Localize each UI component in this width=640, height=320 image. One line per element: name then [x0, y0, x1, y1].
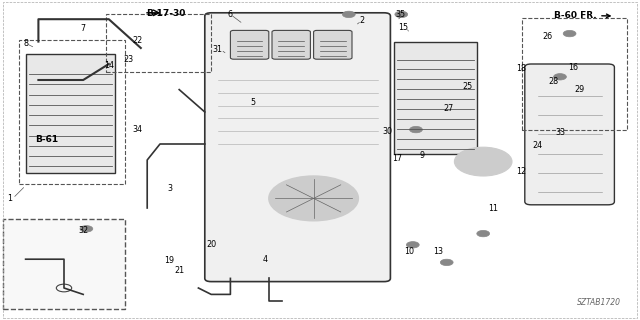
FancyBboxPatch shape [230, 30, 269, 59]
FancyBboxPatch shape [314, 30, 352, 59]
Bar [26, 54, 115, 173]
Text: 24: 24 [532, 141, 543, 150]
FancyBboxPatch shape [525, 64, 614, 205]
Text: 15: 15 [398, 23, 408, 32]
Text: 7: 7 [81, 24, 86, 33]
FancyBboxPatch shape [3, 219, 125, 309]
Circle shape [80, 226, 93, 232]
Text: 9: 9 [420, 151, 425, 160]
Circle shape [477, 230, 490, 237]
Text: 35: 35 [395, 10, 405, 19]
Text: 27: 27 [443, 104, 453, 113]
Text: 33: 33 [555, 128, 565, 137]
Text: 34: 34 [132, 125, 143, 134]
Text: 17: 17 [392, 154, 402, 163]
Text: 18: 18 [516, 64, 527, 73]
Text: 8: 8 [23, 39, 28, 48]
Text: 12: 12 [516, 167, 527, 176]
Circle shape [454, 147, 512, 176]
Text: 29: 29 [574, 85, 584, 94]
Bar [394, 42, 477, 154]
Circle shape [269, 176, 358, 221]
Circle shape [342, 11, 355, 18]
Circle shape [406, 242, 419, 248]
Text: 23: 23 [123, 55, 133, 64]
Text: 13: 13 [433, 247, 444, 256]
Text: 28: 28 [548, 77, 559, 86]
Text: 10: 10 [404, 247, 415, 256]
Text: 3: 3 [167, 184, 172, 193]
Text: 5: 5 [250, 98, 255, 107]
Circle shape [440, 259, 453, 266]
Circle shape [554, 74, 566, 80]
Text: B-61: B-61 [35, 135, 58, 144]
Text: 2: 2 [359, 16, 364, 25]
Text: 32: 32 [78, 226, 88, 235]
Text: B-17-30: B-17-30 [146, 9, 186, 18]
Text: 14: 14 [104, 61, 114, 70]
Text: 20: 20 [206, 240, 216, 249]
Text: 21: 21 [174, 266, 184, 275]
Text: 11: 11 [488, 204, 498, 212]
Text: 31: 31 [212, 45, 223, 54]
Text: 16: 16 [568, 63, 578, 72]
Text: 25: 25 [462, 82, 472, 91]
Text: 26: 26 [542, 32, 552, 41]
Text: B-60 FR.: B-60 FR. [554, 11, 610, 20]
Text: 30: 30 [382, 127, 392, 136]
Text: 4: 4 [263, 255, 268, 264]
FancyBboxPatch shape [205, 13, 390, 282]
Circle shape [395, 11, 408, 18]
Circle shape [410, 126, 422, 133]
Text: 6: 6 [228, 10, 233, 19]
Text: SZTAB1720: SZTAB1720 [577, 298, 621, 307]
Text: 19: 19 [164, 256, 175, 265]
FancyBboxPatch shape [272, 30, 310, 59]
Circle shape [563, 30, 576, 37]
Text: 22: 22 [132, 36, 143, 44]
Text: 1: 1 [7, 194, 12, 203]
